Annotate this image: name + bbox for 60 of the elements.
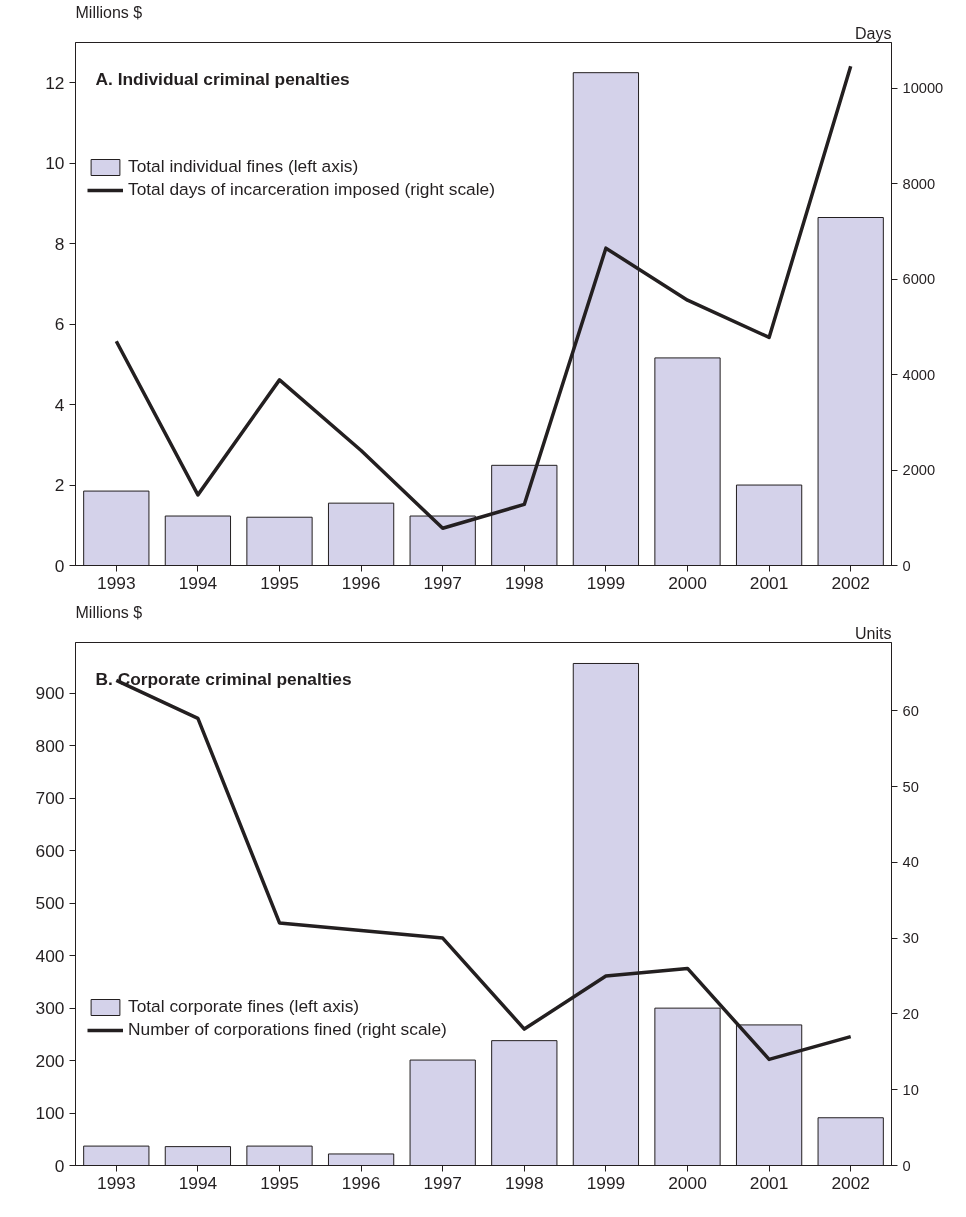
x-tick-label: 2000 [668,572,707,593]
y2-tick-label: 4000 [902,366,936,383]
x-tick-label: 1998 [505,572,544,593]
x-tick-label: 2001 [749,1172,789,1193]
x-tick-label: 1995 [260,572,299,593]
x-tick-label: 1998 [505,1172,544,1193]
y2-tick-label: 40 [902,854,919,871]
y-axis-title: Millions $ [75,603,143,621]
x-tick-label: 1997 [423,1172,462,1193]
x-tick-label: 1993 [97,572,136,593]
y2-tick-label: 0 [902,1157,911,1174]
y-tick-label: 0 [54,1155,65,1176]
y-tick-label: 300 [35,998,65,1019]
x-tick-label: 2002 [831,572,870,593]
x-tick-label: 1993 [97,1172,136,1193]
x-tick-label: 1999 [586,1172,626,1193]
x-tick-label: 2000 [668,1172,707,1193]
y2-tick-label: 50 [902,778,919,795]
y2-tick-label: 60 [902,702,919,719]
legend-label: Number of corporations fined (right scale) [128,1019,447,1040]
y2-tick-label: 8000 [902,175,936,192]
legend-label: Total days of incarceration imposed (right scale) [128,179,495,200]
y-tick-label: 600 [35,840,65,861]
y2-tick-label: 6000 [902,271,936,288]
legend-label: Total corporate fines (left axis) [128,996,360,1017]
y-tick-label: 100 [35,1103,65,1124]
y-tick-label: 400 [35,945,65,966]
y2-tick-label: 0 [902,557,911,574]
x-tick-label: 2001 [749,572,789,593]
y-tick-label: 200 [35,1050,65,1071]
y2-axis-title: Units [855,624,892,642]
x-tick-label: 1994 [178,1172,218,1193]
y-tick-label: 900 [35,683,65,704]
y-tick-label: 500 [35,893,65,914]
y-tick-label: 4 [54,394,65,415]
y-tick-label: 800 [35,735,65,756]
x-tick-label: 1997 [423,572,462,593]
y-tick-label: 0 [54,555,65,576]
text: B. Corporate criminal penalties [95,668,352,689]
legend-label: Total individual fines (left axis) [128,156,359,177]
y-tick-label: 2 [54,475,65,496]
x-tick-label: 2002 [831,1172,870,1193]
y2-tick-label: 2000 [902,462,936,479]
x-tick-label: 1999 [586,572,626,593]
x-tick-label: 1996 [341,572,381,593]
x-tick-label: 1996 [341,1172,381,1193]
y2-tick-label: 10000 [902,80,944,97]
y2-axis-title: Days [855,24,892,42]
y-tick-label: 8 [54,233,65,254]
y2-tick-label: 20 [902,1005,919,1022]
x-tick-label: 1995 [260,1172,299,1193]
text: A. Individual criminal penalties [95,68,350,89]
y2-tick-label: 30 [902,930,919,947]
y-tick-label: 12 [45,72,65,93]
y-axis-title: Millions $ [75,3,143,21]
y2-tick-label: 10 [902,1081,919,1098]
x-tick-label: 1994 [178,572,218,593]
y-tick-label: 10 [45,153,65,174]
y-tick-label: 700 [35,788,65,809]
y-tick-label: 6 [54,314,65,335]
